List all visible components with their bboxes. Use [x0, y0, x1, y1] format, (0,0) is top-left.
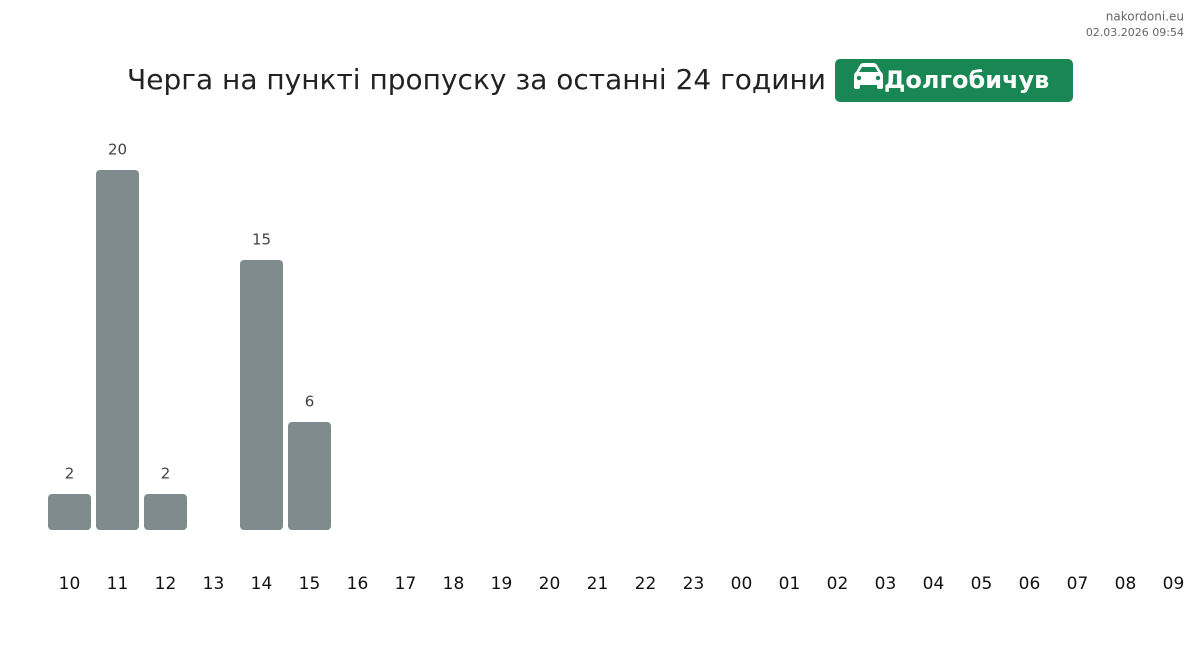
x-tick-label: 15	[299, 574, 321, 594]
x-tick-label: 20	[539, 574, 561, 594]
x-tick-label: 18	[443, 574, 465, 594]
bar	[96, 170, 139, 530]
x-tick-label: 07	[1067, 574, 1089, 594]
x-tick-label: 05	[971, 574, 993, 594]
badge	[835, 59, 1073, 102]
x-tick-label: 02	[827, 574, 849, 594]
car-icon	[854, 63, 883, 89]
x-tick-label: 10	[59, 574, 81, 594]
x-tick-label: 06	[1019, 574, 1041, 594]
bar	[48, 494, 91, 530]
x-tick-label: 04	[923, 574, 945, 594]
x-tick-label: 08	[1115, 574, 1137, 594]
x-tick-label: 19	[491, 574, 513, 594]
value-label: 2	[161, 465, 171, 483]
x-tick-label: 14	[251, 574, 273, 594]
site-name: nakordoni.eu	[1106, 10, 1184, 24]
value-label: 2	[65, 465, 75, 483]
x-tick-label: 00	[731, 574, 753, 594]
value-label: 6	[305, 393, 315, 411]
x-tick-label: 16	[347, 574, 369, 594]
x-tick-label: 11	[107, 574, 129, 594]
bar	[144, 494, 187, 530]
value-label: 20	[108, 141, 127, 159]
x-tick-label: 17	[395, 574, 417, 594]
timestamp: 02.03.2026 09:54	[1086, 26, 1184, 39]
x-tick-label: 09	[1163, 574, 1185, 594]
x-tick-label: 22	[635, 574, 657, 594]
x-tick-label: 21	[587, 574, 609, 594]
value-label: 15	[252, 231, 271, 249]
x-tick-label: 23	[683, 574, 705, 594]
x-tick-label: 03	[875, 574, 897, 594]
bar	[240, 260, 283, 530]
x-tick-label: 01	[779, 574, 801, 594]
x-tick-label: 12	[155, 574, 177, 594]
badge-label: Долгобичув	[884, 66, 1049, 94]
x-tick-label: 13	[203, 574, 225, 594]
chart-title: Черга на пункті пропуску за останні 24 г…	[127, 63, 826, 96]
bar	[288, 422, 331, 530]
